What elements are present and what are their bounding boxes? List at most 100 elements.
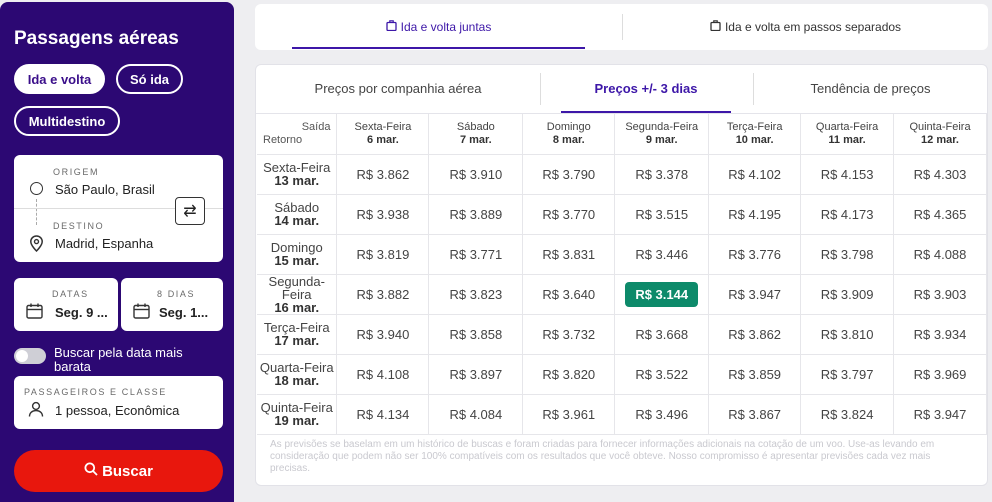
price-cell[interactable]: R$ 3.819 [336,234,430,275]
depart-day: Terça-Feira [726,120,783,133]
depart-date-header: Quarta-Feira 11 mar. [800,114,895,155]
trip-type-oneway[interactable]: Só ida [116,64,183,94]
tab-roundtrip-separate[interactable]: Ida e volta em passos separados [623,4,988,50]
price-cell[interactable]: R$ 3.378 [614,154,710,195]
price-cell[interactable]: R$ 3.862 [336,154,430,195]
price-cell[interactable]: R$ 3.668 [614,314,710,355]
price-cell[interactable]: R$ 3.909 [800,274,895,315]
return-day: Sexta-Feira [263,160,331,175]
price-cell[interactable]: R$ 3.859 [708,354,802,395]
price-cell[interactable]: R$ 3.889 [428,194,524,235]
price-value: R$ 4.134 [356,406,410,422]
price-value: R$ 4.084 [449,406,503,422]
price-value: R$ 3.522 [635,366,689,382]
price-cell[interactable]: R$ 3.910 [428,154,524,195]
price-cell[interactable]: R$ 3.522 [614,354,710,395]
price-value: R$ 3.798 [820,246,874,262]
price-cell[interactable]: R$ 3.776 [708,234,802,275]
price-cell[interactable]: R$ 3.903 [893,274,987,315]
price-cell[interactable]: R$ 4.088 [893,234,987,275]
depart-axis-label: Saída [301,121,331,133]
price-cell[interactable]: R$ 3.897 [428,354,524,395]
return-date: 19 mar. [274,413,320,428]
trip-type-roundtrip[interactable]: Ida e volta [14,64,105,94]
price-value: R$ 3.859 [728,366,782,382]
price-cell[interactable]: R$ 3.790 [522,154,616,195]
price-cell[interactable]: R$ 3.938 [336,194,430,235]
price-cell[interactable]: R$ 3.858 [428,314,524,355]
price-cell[interactable]: R$ 3.961 [522,394,616,435]
price-cell[interactable]: R$ 4.153 [800,154,895,195]
price-cell[interactable]: R$ 3.144 [614,273,710,315]
price-cell[interactable]: R$ 3.797 [800,354,895,395]
price-value: R$ 3.934 [913,326,967,342]
price-cell[interactable]: R$ 3.820 [522,354,616,395]
depart-date-header: Sexta-Feira 6 mar. [336,114,430,155]
price-cell[interactable]: R$ 3.824 [800,394,895,435]
return-date-header: Domingo 15 mar. [257,234,338,275]
depart-day: Domingo [546,120,591,133]
origin-input[interactable]: São Paulo, Brasil [55,182,155,197]
depart-date: 10 mar. [735,133,774,146]
return-date-value: Seg. 1... [159,305,209,320]
price-cell[interactable]: R$ 3.771 [428,234,524,275]
return-day: Quarta-Feira [259,360,334,375]
price-cell[interactable]: R$ 3.446 [614,234,710,275]
search-button[interactable]: Buscar [14,450,223,492]
price-cell[interactable]: R$ 3.969 [893,354,987,395]
trip-type-multicity[interactable]: Multidestino [14,106,120,136]
return-date-header: Sábado 14 mar. [257,194,338,235]
price-cell[interactable]: R$ 3.882 [336,274,430,315]
return-date-field[interactable]: 8 DIAS Seg. 1... [121,278,223,331]
price-cell[interactable]: R$ 3.934 [893,314,987,355]
price-cell[interactable]: R$ 4.365 [893,194,987,235]
sidebar-title: Passagens aéreas [14,28,179,49]
tab-airline-prices[interactable]: Preços por companhia aérea [314,80,482,96]
table-row: Segunda-Feira 16 mar. R$ 3.882 R$ 3.823 R$ 3… [257,273,987,315]
depart-date: 6 mar. [367,133,399,146]
cheapest-date-toggle[interactable] [14,348,46,364]
price-cell[interactable]: R$ 4.173 [800,194,895,235]
price-cell[interactable]: R$ 3.947 [893,394,987,435]
price-value: R$ 3.969 [913,366,967,382]
depart-date-field[interactable]: DATAS Seg. 9 ... [14,278,118,331]
destination-input[interactable]: Madrid, Espanha [55,236,154,251]
tab-price-trend[interactable]: Tendência de preços [810,80,931,96]
return-date-header: Quinta-Feira 19 mar. [257,394,338,435]
price-cell[interactable]: R$ 3.810 [800,314,895,355]
price-cell[interactable]: R$ 3.770 [522,194,616,235]
calendar-icon [26,303,43,324]
tab-flexible-dates[interactable]: Preços +/- 3 dias [561,65,731,113]
price-cell[interactable]: R$ 3.732 [522,314,616,355]
price-cell[interactable]: R$ 3.640 [522,274,616,315]
price-cell[interactable]: R$ 4.303 [893,154,987,195]
price-cell[interactable]: R$ 3.947 [708,274,802,315]
price-cell[interactable]: R$ 4.195 [708,194,802,235]
price-cell[interactable]: R$ 4.084 [428,394,524,435]
swap-icon[interactable]: ⇄ [175,197,205,225]
return-date: 14 mar. [274,213,320,228]
price-cell[interactable]: R$ 3.867 [708,394,802,435]
price-cell[interactable]: R$ 3.831 [522,234,616,275]
passengers-field[interactable]: PASSAGEIROS E CLASSE 1 pessoa, Econômica [14,376,223,429]
cheapest-date-label: Buscar pela data mais barata [54,345,183,374]
circle-icon [30,182,43,195]
price-cell[interactable]: R$ 3.515 [614,194,710,235]
tab-roundtrip-together[interactable]: Ida e volta juntas [292,4,585,50]
depart-date-header: Quinta-Feira 12 mar. [893,114,987,155]
price-value: R$ 3.515 [635,206,689,222]
price-cell[interactable]: R$ 4.102 [708,154,802,195]
depart-date-header: Domingo 8 mar. [522,114,616,155]
price-cell[interactable]: R$ 4.108 [336,354,430,395]
price-cell[interactable]: R$ 3.862 [708,314,802,355]
price-value: R$ 3.797 [820,366,874,382]
price-value: R$ 3.810 [820,326,874,342]
price-cell[interactable]: R$ 3.823 [428,274,524,315]
price-cell[interactable]: R$ 3.940 [336,314,430,355]
depart-day: Quarta-Feira [815,120,879,133]
price-cell[interactable]: R$ 4.134 [336,394,430,435]
price-cell[interactable]: R$ 3.496 [614,394,710,435]
price-value: R$ 3.824 [820,406,874,422]
flexible-dates-grid: Saída Retorno Sexta-Feira 6 mar. Sábado 7 m… [257,114,987,435]
price-cell[interactable]: R$ 3.798 [800,234,895,275]
